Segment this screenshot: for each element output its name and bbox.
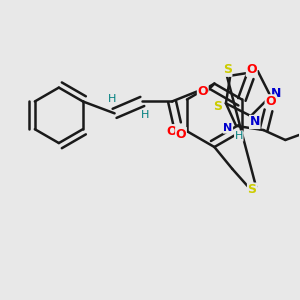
- Text: O: O: [176, 128, 186, 141]
- Text: O: O: [167, 125, 177, 138]
- Text: O: O: [197, 85, 208, 98]
- Text: S: S: [248, 183, 256, 196]
- Text: H: H: [235, 131, 243, 141]
- Text: N: N: [223, 123, 232, 133]
- Text: N: N: [250, 116, 260, 128]
- Text: S: S: [214, 100, 223, 113]
- Text: S: S: [223, 63, 232, 76]
- Text: N: N: [271, 87, 282, 100]
- Text: O: O: [246, 63, 257, 76]
- Text: H: H: [141, 110, 149, 120]
- Text: H: H: [107, 94, 116, 104]
- Text: O: O: [265, 95, 276, 108]
